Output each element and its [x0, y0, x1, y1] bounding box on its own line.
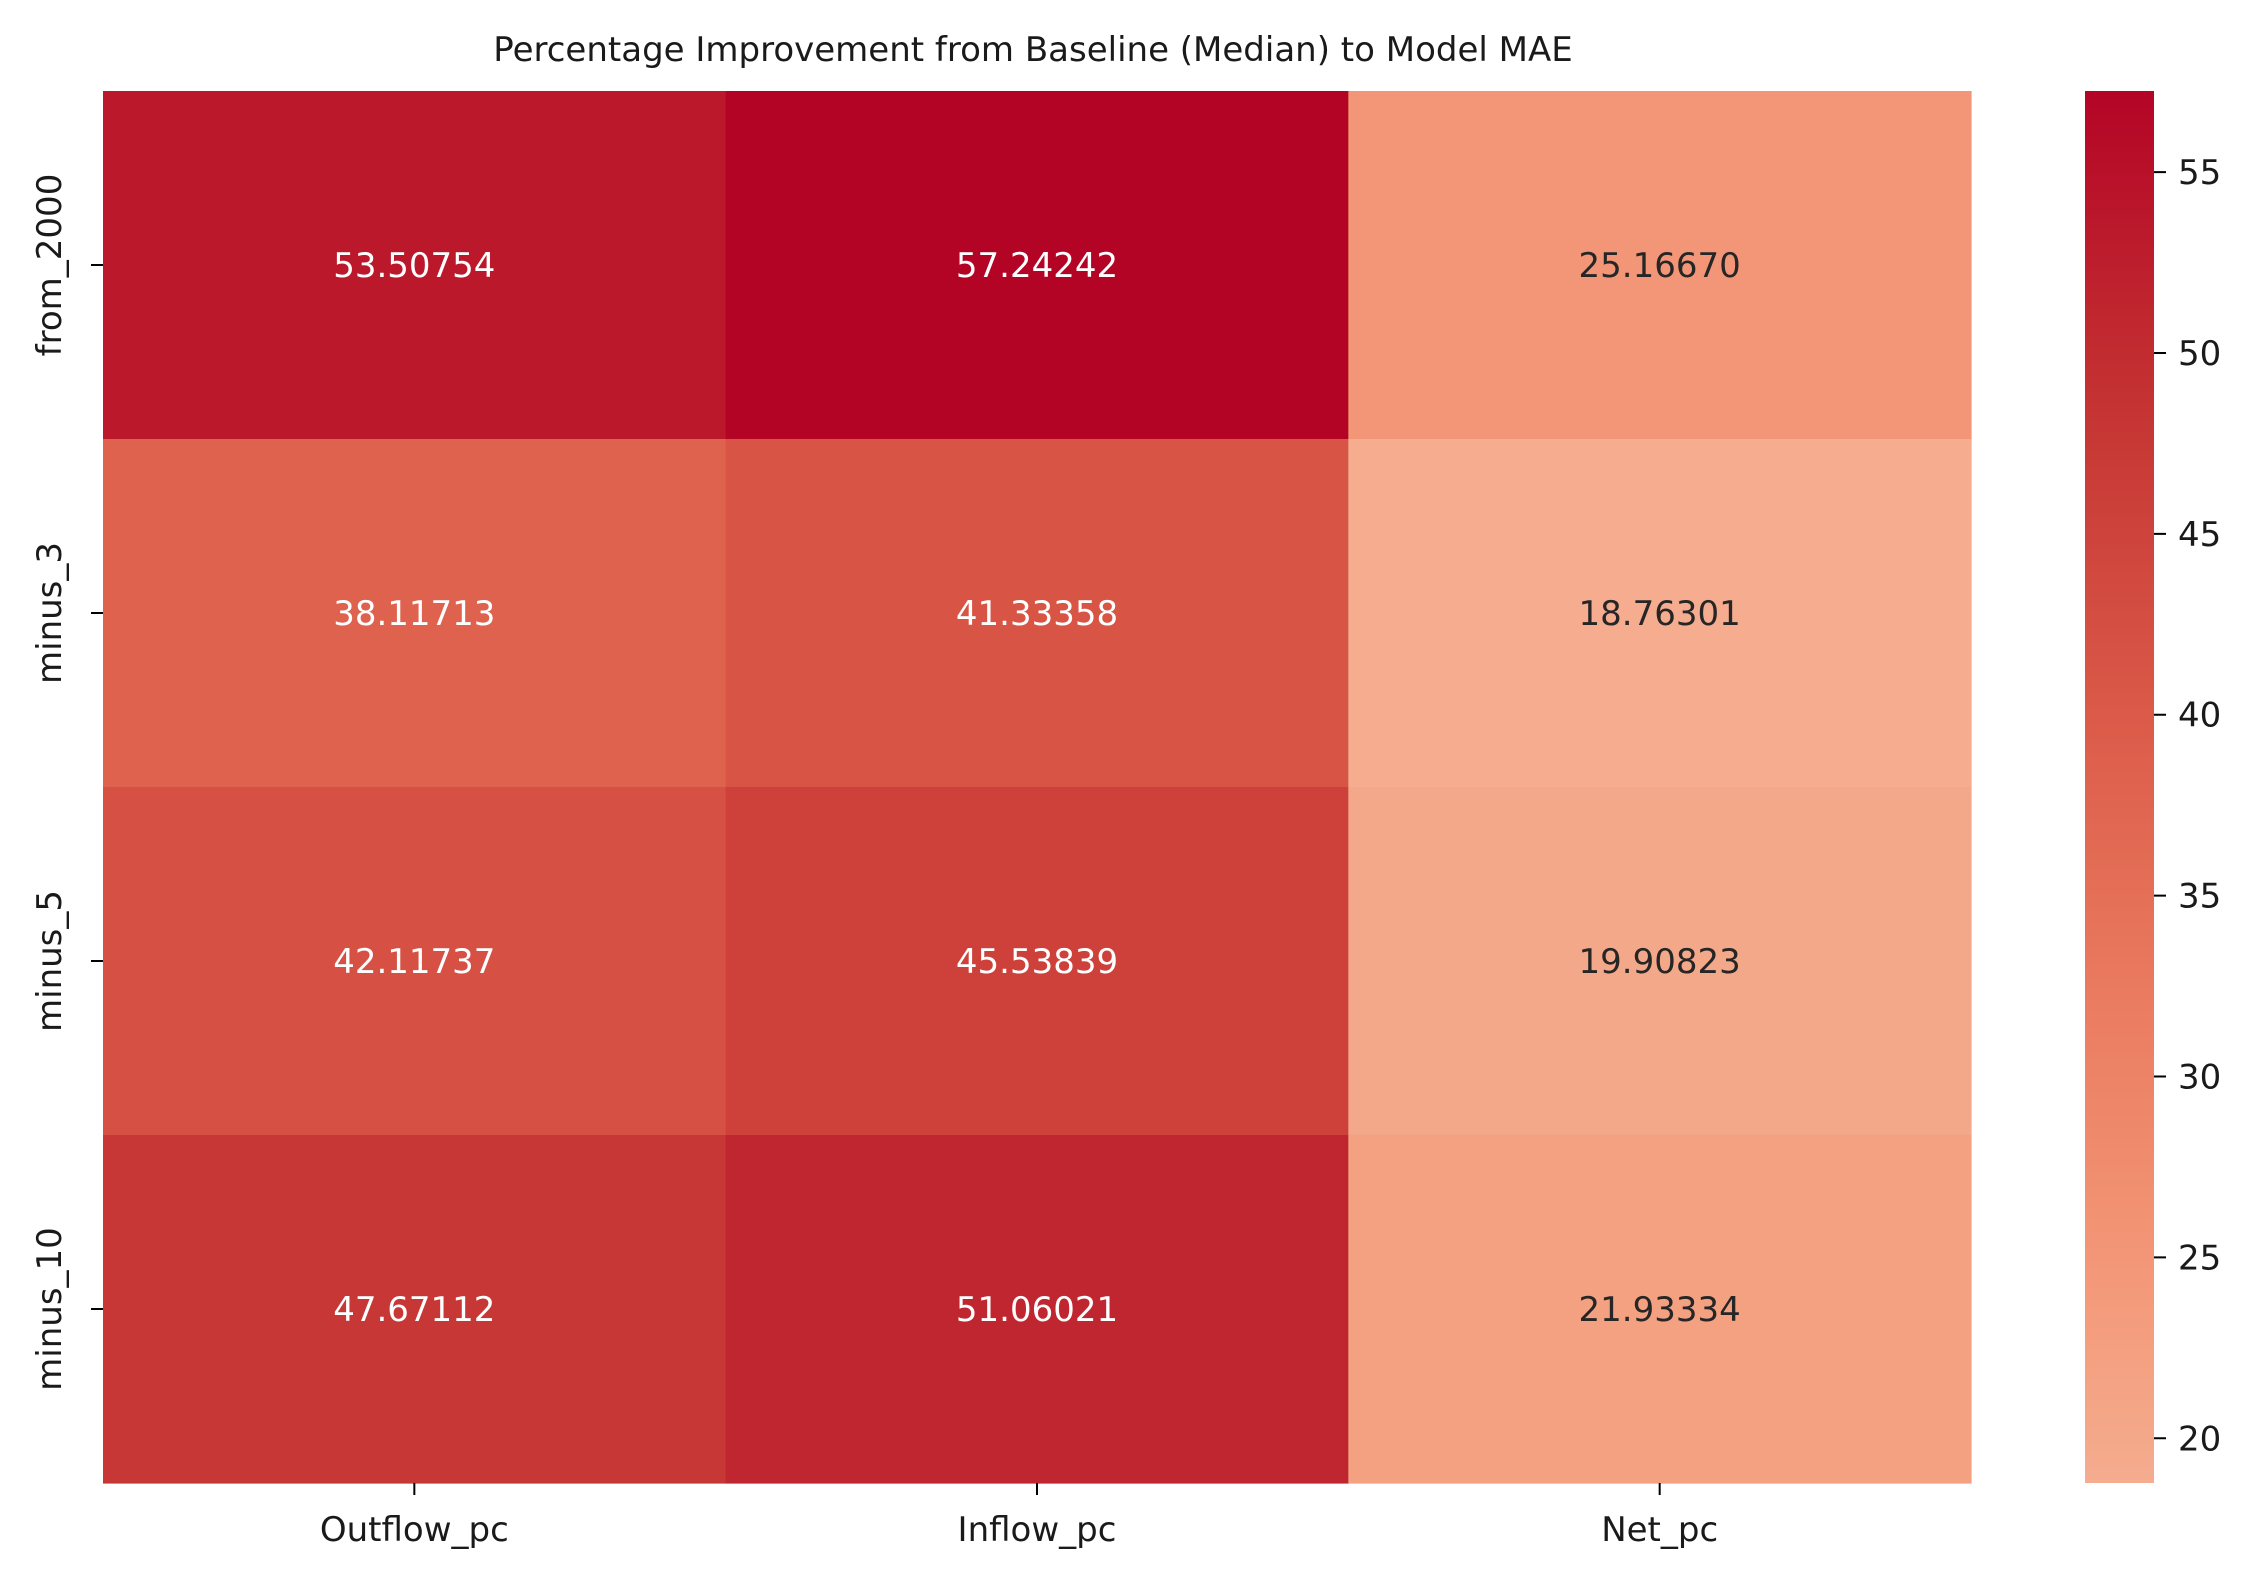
- cell-label-minus_10-Inflow_pc: 51.06021: [956, 1290, 1118, 1330]
- heatmap-cells: [103, 91, 1972, 1484]
- heatmap-cell-minus_3-Outflow_pc: [103, 439, 727, 788]
- cell-label-from_2000-Net_pc: 25.16670: [1579, 246, 1741, 286]
- colorbar-tick-label-50: 50: [2178, 334, 2221, 374]
- cell-label-minus_3-Outflow_pc: 38.11713: [333, 594, 495, 634]
- colorbar-tick-label-45: 45: [2178, 515, 2221, 555]
- heatmap-cell-minus_5-Outflow_pc: [103, 787, 727, 1136]
- x-tick-label-Net_pc: Net_pc: [1601, 1510, 1718, 1550]
- cell-label-minus_5-Net_pc: 19.90823: [1579, 942, 1741, 982]
- heatmap-cell-minus_10-Net_pc: [1348, 1135, 1972, 1484]
- cell-label-from_2000-Inflow_pc: 57.24242: [956, 246, 1118, 286]
- colorbar-tick-label-20: 20: [2178, 1419, 2221, 1459]
- heatmap-cell-minus_10-Inflow_pc: [725, 1135, 1349, 1484]
- y-tick-label-minus_10: minus_10: [30, 1227, 70, 1391]
- x-tick-label-Outflow_pc: Outflow_pc: [320, 1510, 509, 1550]
- colorbar-tick-label-30: 30: [2178, 1057, 2221, 1097]
- cell-value-labels: 53.50754 57.24242 25.16670 38.11713 41.33358…: [333, 246, 1741, 1330]
- heatmap-cell-from_2000-Net_pc: [1348, 91, 1972, 440]
- chart-title: Percentage Improvement from Baseline (Me…: [493, 30, 1572, 70]
- y-tick-label-from_2000: from_2000: [30, 174, 70, 357]
- y-tick-label-minus_3: minus_3: [30, 542, 70, 684]
- colorbar-tick-label-40: 40: [2178, 696, 2221, 736]
- colorbar-tick-label-35: 35: [2178, 877, 2221, 917]
- heatmap-cell-from_2000-Outflow_pc: [103, 91, 727, 440]
- cell-label-minus_3-Net_pc: 18.76301: [1579, 594, 1741, 634]
- cell-label-minus_10-Net_pc: 21.93334: [1579, 1290, 1741, 1330]
- colorbar-ticks: 20 25 30 35 40 45 50 55: [2154, 153, 2221, 1459]
- x-tick-label-Inflow_pc: Inflow_pc: [958, 1510, 1117, 1550]
- cell-label-minus_3-Inflow_pc: 41.33358: [956, 594, 1118, 634]
- heatmap-cell-minus_3-Net_pc: [1348, 439, 1972, 788]
- cell-label-minus_5-Outflow_pc: 42.11737: [333, 942, 495, 982]
- y-axis-ticks: from_2000 minus_3 minus_5 minus_10: [30, 174, 103, 1391]
- colorbar-tick-label-55: 55: [2178, 153, 2221, 193]
- heatmap-cell-from_2000-Inflow_pc: [725, 91, 1349, 440]
- colorbar: [2085, 91, 2154, 1483]
- heatmap-cell-minus_5-Net_pc: [1348, 787, 1972, 1136]
- heatmap-cell-minus_5-Inflow_pc: [725, 787, 1349, 1136]
- colorbar-tick-label-25: 25: [2178, 1238, 2221, 1278]
- cell-label-from_2000-Outflow_pc: 53.50754: [333, 246, 495, 286]
- y-tick-label-minus_5: minus_5: [30, 890, 70, 1032]
- x-axis-ticks: Outflow_pc Inflow_pc Net_pc: [320, 1483, 1718, 1550]
- cell-label-minus_5-Inflow_pc: 45.53839: [956, 942, 1118, 982]
- heatmap-cell-minus_10-Outflow_pc: [103, 1135, 727, 1484]
- cell-label-minus_10-Outflow_pc: 47.67112: [333, 1290, 495, 1330]
- heatmap-cell-minus_3-Inflow_pc: [725, 439, 1349, 788]
